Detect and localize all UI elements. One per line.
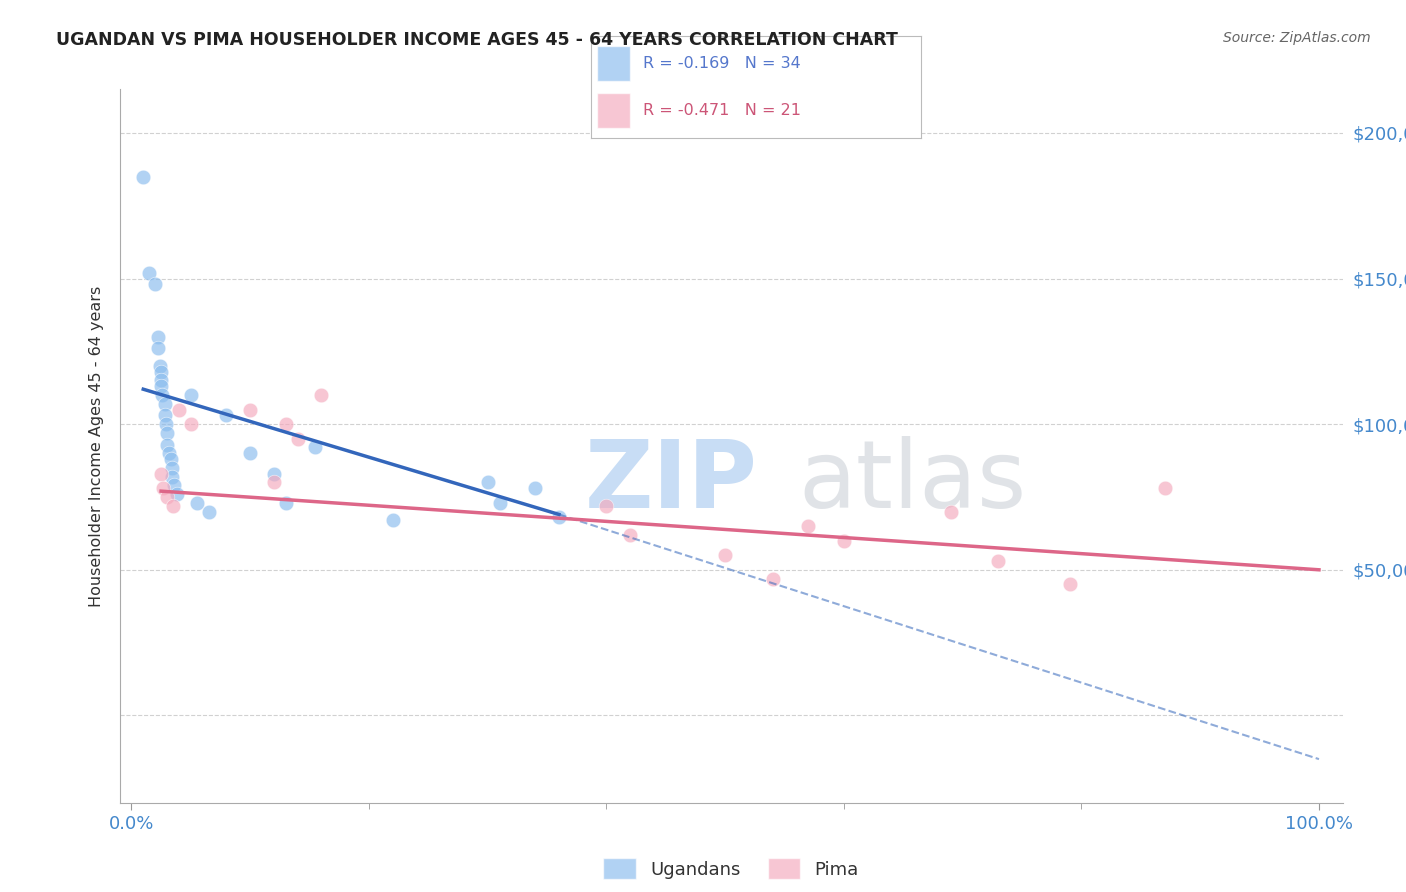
Legend: Ugandans, Pima: Ugandans, Pima	[596, 851, 866, 887]
Point	[239, 402, 262, 417]
Point	[477, 475, 499, 490]
Point	[162, 499, 184, 513]
Point	[167, 402, 190, 417]
Y-axis label: Householder Income Ages 45 - 64 years: Householder Income Ages 45 - 64 years	[89, 285, 104, 607]
Point	[150, 365, 173, 379]
Point	[155, 417, 177, 432]
Point	[619, 528, 641, 542]
Point	[153, 409, 176, 423]
Point	[263, 475, 285, 490]
Text: UGANDAN VS PIMA HOUSEHOLDER INCOME AGES 45 - 64 YEARS CORRELATION CHART: UGANDAN VS PIMA HOUSEHOLDER INCOME AGES …	[56, 31, 898, 49]
Point	[1153, 481, 1175, 495]
Point	[239, 446, 262, 460]
Point	[159, 452, 181, 467]
Text: ZIP: ZIP	[585, 435, 758, 528]
Text: R = -0.471   N = 21: R = -0.471 N = 21	[644, 103, 801, 118]
Point	[146, 342, 169, 356]
Point	[186, 496, 208, 510]
Point	[548, 510, 571, 524]
Point	[215, 409, 238, 423]
Point	[156, 425, 179, 440]
Point	[939, 504, 962, 518]
Point	[166, 487, 188, 501]
Point	[143, 277, 166, 292]
Bar	[598, 93, 630, 128]
Point	[160, 469, 183, 483]
Text: atlas: atlas	[799, 435, 1026, 528]
Point	[488, 496, 510, 510]
Point	[714, 548, 737, 562]
Point	[153, 397, 176, 411]
Point	[180, 388, 202, 402]
Point	[163, 478, 186, 492]
Point	[287, 432, 309, 446]
Point	[146, 330, 169, 344]
Point	[156, 437, 179, 451]
Point	[150, 374, 173, 388]
Point	[274, 417, 297, 432]
Point	[263, 467, 285, 481]
Point	[160, 460, 183, 475]
Point	[381, 513, 404, 527]
Point	[156, 490, 179, 504]
Text: Source: ZipAtlas.com: Source: ZipAtlas.com	[1223, 31, 1371, 45]
Point	[138, 266, 160, 280]
Point	[152, 481, 174, 495]
Point	[1059, 577, 1081, 591]
Point	[157, 446, 180, 460]
Point	[132, 169, 155, 184]
Point	[274, 496, 297, 510]
Point	[595, 499, 617, 513]
Point	[197, 504, 219, 518]
Point	[149, 359, 172, 373]
Point	[832, 533, 855, 548]
Point	[150, 379, 173, 393]
Bar	[598, 45, 630, 81]
Point	[524, 481, 547, 495]
Point	[797, 519, 820, 533]
Point	[150, 467, 173, 481]
Text: R = -0.169   N = 34: R = -0.169 N = 34	[644, 56, 801, 70]
Point	[150, 388, 173, 402]
Point	[762, 572, 785, 586]
Point	[987, 554, 1010, 568]
Point	[180, 417, 202, 432]
Point	[304, 441, 326, 455]
Point	[311, 388, 333, 402]
